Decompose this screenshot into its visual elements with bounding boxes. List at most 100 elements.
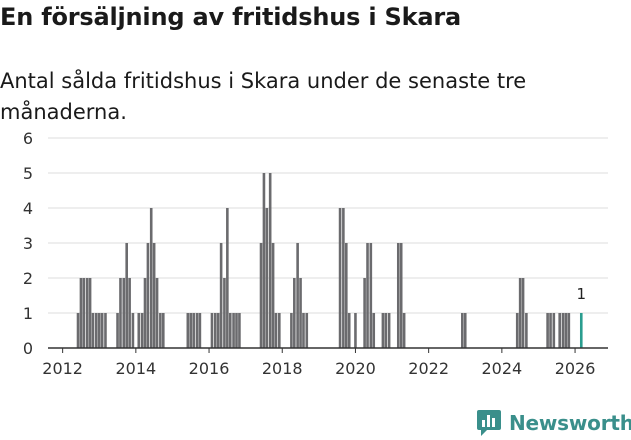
y-tick-label: 4 <box>23 199 33 218</box>
bar <box>155 278 159 348</box>
bar <box>564 313 568 348</box>
bar <box>235 313 238 348</box>
x-tick-label: 2022 <box>408 359 449 378</box>
bar <box>363 278 366 348</box>
x-tick-label: 2020 <box>335 359 376 378</box>
bar <box>561 313 565 348</box>
bar <box>85 278 89 348</box>
brand-logo: Newsworthy <box>476 406 631 440</box>
bar <box>125 243 128 348</box>
x-tick-label: 2026 <box>555 359 596 378</box>
y-tick-label: 6 <box>23 129 33 148</box>
bar <box>91 313 95 348</box>
bar <box>228 313 232 348</box>
bar <box>143 278 147 348</box>
bar <box>232 313 235 348</box>
chart-subtitle: Antal sålda fritidshus i Skara under de … <box>0 69 527 124</box>
bar <box>104 313 107 348</box>
bar <box>100 313 104 348</box>
bar <box>82 278 86 348</box>
bar <box>268 173 272 348</box>
bar <box>76 313 80 348</box>
bar-chart: 0 1 2 3 4 5 6 1 2012 2014 2016 2018 2020 2022 2024 2026 <box>23 129 608 378</box>
bar <box>79 278 83 348</box>
bar <box>216 313 220 348</box>
bar <box>122 278 126 348</box>
bar <box>347 313 351 348</box>
bar <box>262 173 266 348</box>
bar <box>274 313 278 348</box>
brand-name: Newsworthy <box>509 411 631 435</box>
bar <box>381 313 385 348</box>
bar <box>515 313 519 348</box>
x-tick-label: 2018 <box>262 359 303 378</box>
bar <box>384 313 388 348</box>
chart-title: En försäljning av fritidshus i Skara <box>0 3 461 31</box>
bar <box>366 243 369 348</box>
bar <box>213 313 217 348</box>
bar <box>192 313 195 348</box>
bar <box>521 278 525 348</box>
bar <box>189 313 193 348</box>
bar <box>198 313 202 348</box>
bar <box>558 313 561 348</box>
bar <box>369 243 373 348</box>
bar <box>402 313 406 348</box>
highlight-bar <box>579 313 583 348</box>
bar <box>265 208 269 348</box>
bar <box>88 278 92 348</box>
bar <box>238 313 241 348</box>
bar <box>302 313 305 348</box>
bar <box>399 243 403 348</box>
bar <box>219 243 223 348</box>
bar <box>116 313 119 348</box>
bar <box>278 313 281 348</box>
bar <box>161 313 165 348</box>
bar <box>152 243 156 348</box>
bar <box>296 243 299 348</box>
chart-bubble-icon <box>477 410 501 436</box>
bar <box>259 243 263 348</box>
bar <box>525 313 528 348</box>
bar <box>290 313 293 348</box>
bar <box>338 208 342 348</box>
data-label: 1 <box>577 285 587 303</box>
y-tick-label: 2 <box>23 269 33 288</box>
bar <box>186 313 190 348</box>
bar <box>95 313 98 348</box>
y-tick-label: 0 <box>23 339 33 358</box>
bar <box>305 313 309 348</box>
bar <box>342 208 345 348</box>
x-tick-label: 2014 <box>115 359 156 378</box>
bar <box>567 313 571 348</box>
bar <box>128 278 131 348</box>
bar <box>223 278 226 348</box>
y-tick-label: 1 <box>23 304 33 323</box>
bar <box>396 243 400 348</box>
bar <box>119 278 122 348</box>
bar <box>131 313 135 348</box>
bar <box>354 313 357 348</box>
bar <box>271 243 275 348</box>
bar <box>387 313 391 348</box>
x-tick-label: 2012 <box>42 359 83 378</box>
bar <box>463 313 467 348</box>
bar <box>299 278 302 348</box>
bar <box>195 313 199 348</box>
bar <box>546 313 549 348</box>
y-tick-label: 3 <box>23 234 33 253</box>
bar <box>137 313 141 348</box>
y-tick-label: 5 <box>23 164 33 183</box>
bar <box>518 278 522 348</box>
x-tick-label: 2024 <box>481 359 522 378</box>
bar <box>345 243 348 348</box>
bar <box>97 313 101 348</box>
bar <box>149 208 153 348</box>
bar <box>159 313 162 348</box>
bar <box>372 313 376 348</box>
bar <box>226 208 229 348</box>
bar <box>140 313 144 348</box>
x-tick-label: 2016 <box>189 359 230 378</box>
bar <box>146 243 150 348</box>
bar <box>293 278 296 348</box>
